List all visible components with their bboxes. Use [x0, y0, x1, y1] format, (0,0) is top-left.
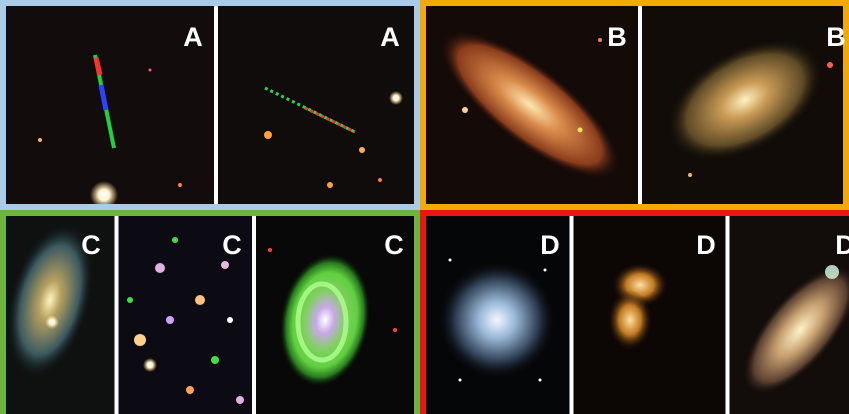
panel-label: A — [380, 22, 400, 52]
panel-label: B — [607, 22, 627, 52]
image-composite: A A B B C C C D D D — [0, 0, 849, 414]
panel-label: C — [81, 230, 101, 260]
panel-label: D — [540, 230, 560, 260]
panel-label: D — [835, 230, 849, 260]
panel-label: D — [696, 230, 716, 260]
panel-label: A — [183, 22, 203, 52]
panel-label: B — [826, 22, 846, 52]
panel-label: C — [222, 230, 242, 260]
panel-label: C — [384, 230, 404, 260]
